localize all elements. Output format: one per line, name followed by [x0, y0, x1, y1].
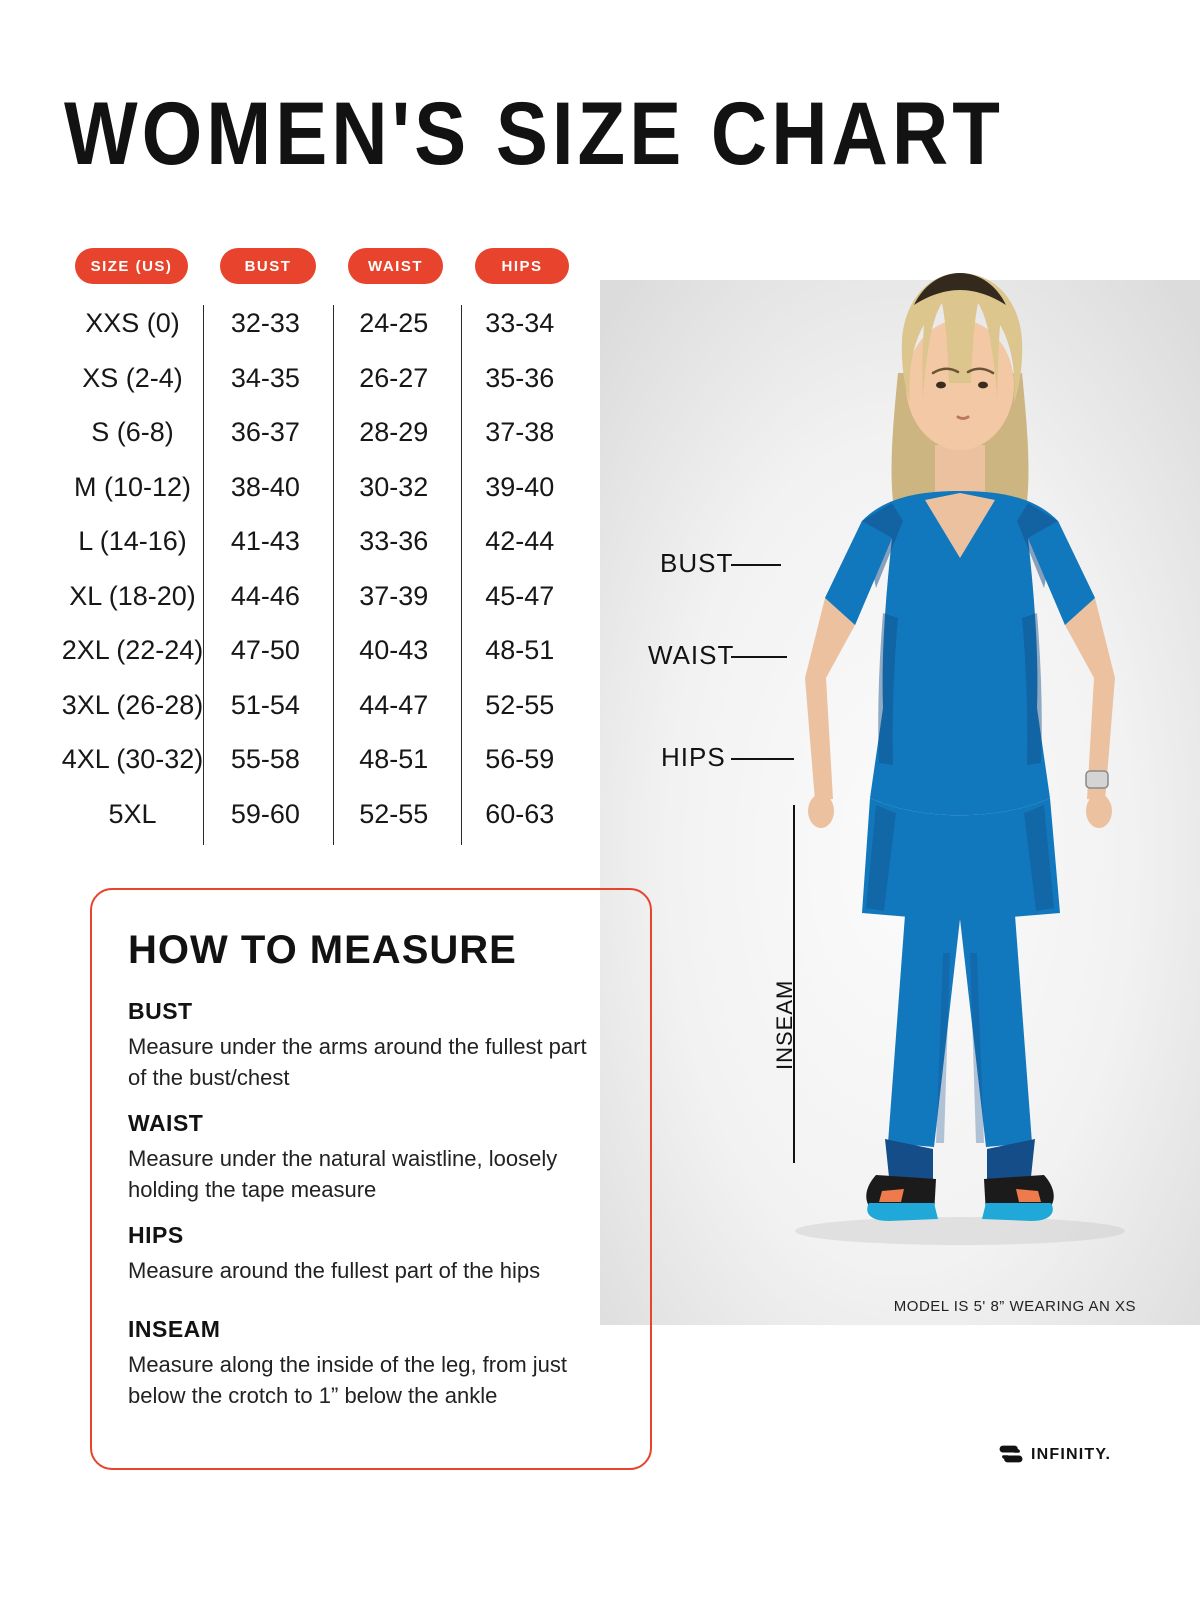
- svg-text:INFINITY.: INFINITY.: [1031, 1446, 1111, 1463]
